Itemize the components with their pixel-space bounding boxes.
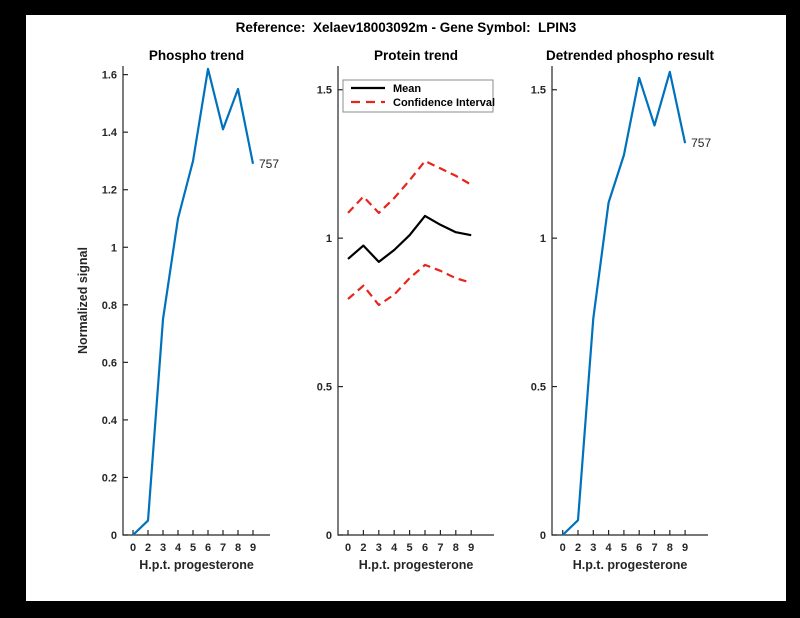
y-tick-label: 1.6 — [102, 70, 117, 82]
x-tick-label: 0 — [345, 542, 351, 554]
x-tick-label: 8 — [453, 542, 459, 554]
x-tick-label: 5 — [190, 542, 196, 554]
legend: Mean Confidence Interval — [342, 79, 495, 113]
x-tick-label: 5 — [621, 542, 627, 554]
y-tick-label: 0.5 — [317, 382, 332, 394]
y-tick-label: 1.5 — [317, 85, 332, 97]
x-tick-label: 4 — [391, 542, 398, 554]
x-tick-label: 3 — [376, 542, 382, 554]
x-axis-label: H.p.t. progesterone — [139, 558, 254, 572]
y-tick-label: 1.2 — [102, 185, 117, 197]
series-line-mean — [347, 214, 472, 263]
x-tick-label: 6 — [205, 542, 211, 554]
x-tick-label: 8 — [235, 542, 241, 554]
y-tick-label: 0.4 — [102, 415, 118, 427]
chart-title: Phospho trend — [149, 48, 244, 63]
x-tick-label: 0 — [130, 542, 136, 554]
x-tick-label: 8 — [667, 542, 673, 554]
series-line-phospho-signal — [132, 67, 255, 536]
x-tick-label: 0 — [560, 542, 566, 554]
figure-frame: Reference: Xelaev18003092m - Gene Symbol… — [26, 15, 786, 601]
figure-title: Reference: Xelaev18003092m - Gene Symbol… — [236, 20, 577, 35]
legend-entry-label: Confidence Interval — [393, 97, 495, 109]
x-tick-label: 9 — [682, 542, 688, 554]
y-tick-label: 0.2 — [102, 472, 117, 484]
chart-title: Protein trend — [374, 48, 458, 63]
y-tick-label: 1.5 — [531, 85, 546, 97]
x-tick-label: 2 — [145, 542, 151, 554]
end-label: 757 — [259, 157, 279, 171]
y-tick-label: 0.5 — [531, 382, 546, 394]
x-axis-label: H.p.t. progesterone — [573, 558, 688, 572]
x-tick-label: 3 — [590, 542, 596, 554]
figure-canvas: Reference: Xelaev18003092m - Gene Symbol… — [76, 20, 715, 572]
x-tick-label: 4 — [175, 542, 182, 554]
series-line-lower-confidence-interval — [347, 263, 472, 307]
y-tick-label: 0 — [540, 530, 546, 542]
y-tick-label: 0.8 — [102, 300, 117, 312]
x-tick-label: 5 — [407, 542, 413, 554]
x-tick-label: 2 — [360, 542, 366, 554]
axes-line — [337, 66, 494, 536]
legend-box — [342, 79, 494, 113]
x-axis-label: H.p.t. progesterone — [359, 558, 474, 572]
chart-title: Detrended phospho result — [546, 48, 715, 63]
x-tick-label: 6 — [636, 542, 642, 554]
y-tick-label: 1.4 — [102, 127, 118, 139]
y-tick-label: 0.6 — [102, 357, 117, 369]
y-tick-label: 1 — [111, 242, 117, 254]
y-tick-label: 0 — [111, 530, 117, 542]
x-tick-label: 7 — [220, 542, 226, 554]
x-tick-label: 2 — [575, 542, 581, 554]
x-tick-label: 7 — [651, 542, 657, 554]
y-tick-label: 1 — [326, 233, 332, 245]
charts-group: 00.20.40.60.811.21.41.60 2 3 4 5 6 7 8 9Phospho … — [76, 48, 715, 572]
x-tick-label: 9 — [468, 542, 474, 554]
legend-entry-label: Mean — [393, 83, 421, 95]
y-tick-label: 0 — [326, 530, 332, 542]
series-line-detrended-phospho — [561, 70, 687, 536]
x-tick-label: 4 — [606, 542, 613, 554]
chart-phospho-trend: 00.20.40.60.811.21.41.60 2 3 4 5 6 7 8 9Phospho … — [76, 48, 279, 572]
x-tick-label: 6 — [422, 542, 428, 554]
series-line-upper-confidence-interval — [347, 159, 472, 214]
y-axis-label: Normalized signal — [76, 247, 90, 354]
x-tick-label: 9 — [250, 542, 256, 554]
x-tick-label: 7 — [437, 542, 443, 554]
x-tick-label: 3 — [160, 542, 166, 554]
y-tick-label: 1 — [540, 233, 546, 245]
end-label: 757 — [691, 136, 711, 150]
